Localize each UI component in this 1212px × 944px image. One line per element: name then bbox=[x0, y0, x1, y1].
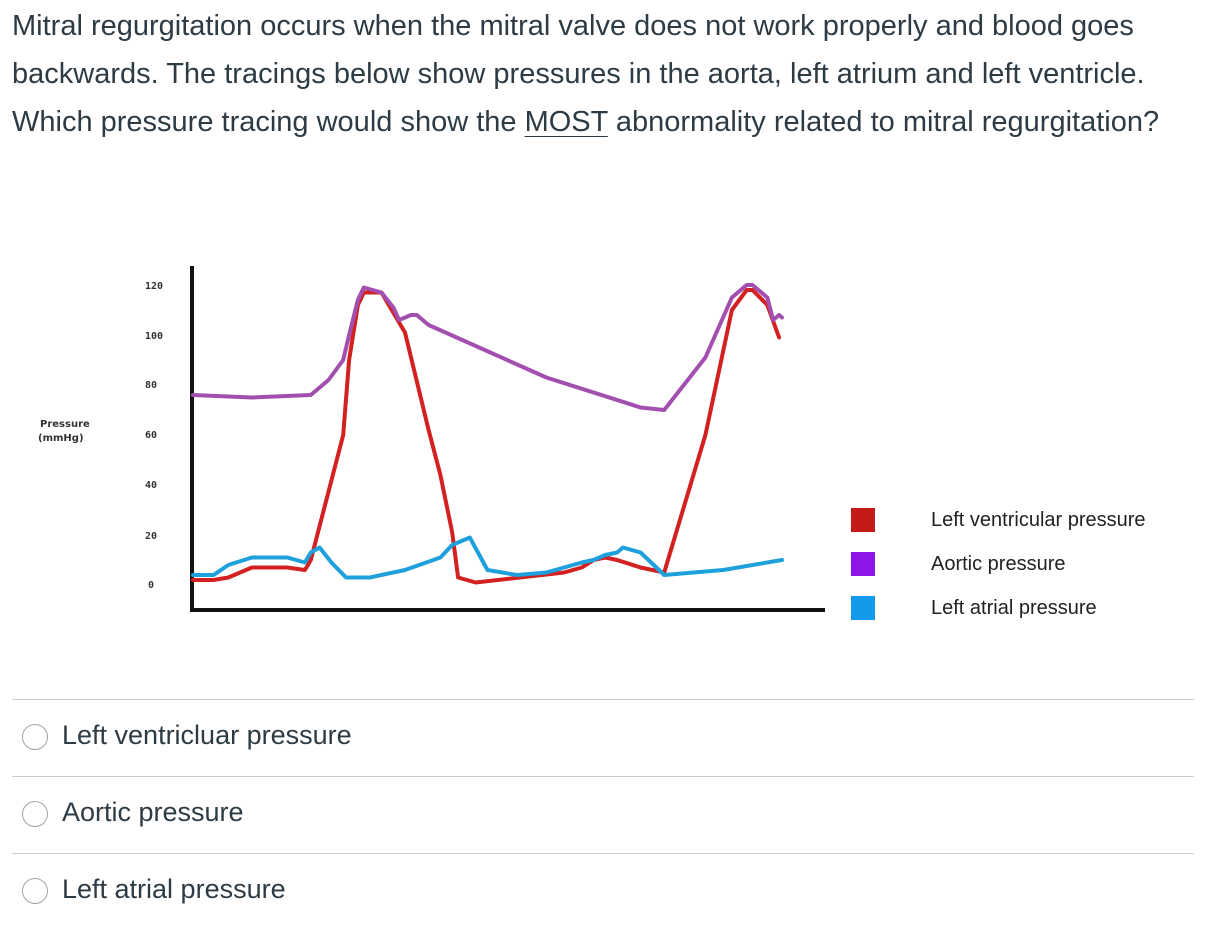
series-layer bbox=[191, 283, 784, 585]
y-tick-label: 80 bbox=[145, 380, 157, 391]
y-tick-label: 100 bbox=[145, 331, 163, 342]
question-emphasis: MOST bbox=[524, 106, 608, 138]
question-part-1: Mitral regurgitation occurs when the mit… bbox=[12, 10, 1145, 138]
answer-list: Left ventricluar pressure Aortic pressur… bbox=[12, 699, 1194, 930]
answer-label: Left ventricluar pressure bbox=[62, 720, 352, 750]
y-tick-label: 20 bbox=[145, 531, 157, 542]
legend-label-left-atrial: Left atrial pressure bbox=[931, 597, 1097, 619]
answer-label: Aortic pressure bbox=[62, 797, 244, 827]
question-text: Mitral regurgitation occurs when the mit… bbox=[12, 2, 1202, 146]
answer-option-left-atrial[interactable]: Left atrial pressure bbox=[12, 853, 1194, 930]
y-axis-label-line-2: (mmHg) bbox=[38, 433, 84, 444]
pressure-chart-figure: Pressure (mmHg) 120 100 80 60 40 20 0 Le… bbox=[0, 250, 1212, 630]
pressure-chart: Pressure (mmHg) 120 100 80 60 40 20 0 Le… bbox=[38, 266, 1146, 620]
y-tick-label: 0 bbox=[148, 580, 154, 591]
legend-swatch-left-atrial bbox=[851, 596, 875, 620]
answer-option-left-ventricular[interactable]: Left ventricluar pressure bbox=[12, 699, 1194, 776]
legend-swatch-left-ventricular bbox=[851, 508, 875, 532]
legend-label-aortic: Aortic pressure bbox=[931, 553, 1066, 575]
y-tick-label: 40 bbox=[145, 480, 157, 491]
y-tick-label: 120 bbox=[145, 281, 163, 292]
question-part-2: abnormality related to mitral regurgitat… bbox=[607, 106, 1160, 138]
left-atrial-pressure-line bbox=[191, 535, 784, 580]
answer-label: Left atrial pressure bbox=[62, 874, 286, 904]
y-tick-label: 60 bbox=[145, 430, 157, 441]
radio-button[interactable] bbox=[22, 878, 48, 904]
radio-button[interactable] bbox=[22, 801, 48, 827]
radio-button[interactable] bbox=[22, 724, 48, 750]
y-axis-label-line-1: Pressure bbox=[40, 419, 90, 430]
legend-label-left-ventricular: Left ventricular pressure bbox=[931, 509, 1146, 531]
answer-option-aortic[interactable]: Aortic pressure bbox=[12, 776, 1194, 853]
legend-swatch-aortic bbox=[851, 552, 875, 576]
aortic-pressure-line bbox=[191, 283, 784, 412]
left-ventricular-pressure-line bbox=[191, 288, 782, 585]
